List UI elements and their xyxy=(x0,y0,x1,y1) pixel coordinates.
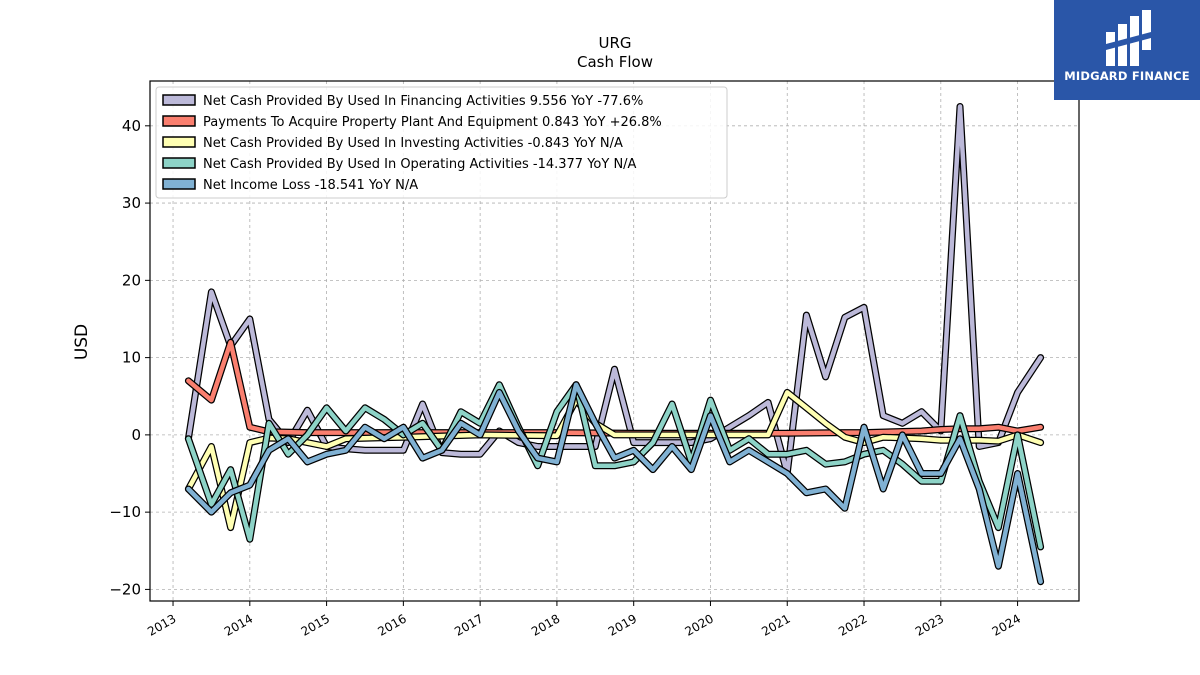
x-tick-label: 2014 xyxy=(222,611,255,638)
x-tick-label: 2020 xyxy=(683,611,716,638)
brand-logo: MIDGARD FINANCE xyxy=(1054,0,1200,100)
chart-title: URG xyxy=(598,34,631,52)
midgard-logo-icon xyxy=(1106,10,1151,66)
x-tick-label: 2023 xyxy=(913,611,946,638)
y-axis-label: USD xyxy=(72,324,92,360)
x-tick-label: 2022 xyxy=(836,611,869,638)
y-tick-label: 20 xyxy=(122,271,141,289)
y-tick-label: −10 xyxy=(109,503,141,521)
x-tick-label: 2017 xyxy=(452,611,485,638)
x-tick-label: 2013 xyxy=(145,611,178,638)
legend-swatch xyxy=(162,178,196,190)
x-tick-label: 2016 xyxy=(375,611,408,638)
x-tick-label: 2019 xyxy=(606,611,639,638)
legend-entry: Net Cash Provided By Used In Operating A… xyxy=(203,157,637,172)
legend-swatch xyxy=(162,94,196,106)
y-tick-label: 10 xyxy=(122,349,141,367)
legend: Net Cash Provided By Used In Financing A… xyxy=(155,86,728,199)
series-lines xyxy=(184,103,1045,586)
legend-entry: Payments To Acquire Property Plant And E… xyxy=(203,115,662,130)
legend-box xyxy=(155,86,728,199)
y-tick-label: −20 xyxy=(109,580,141,598)
legend-swatch xyxy=(162,115,196,127)
legend-swatch xyxy=(162,136,196,148)
plot-frame xyxy=(149,80,1080,602)
legend-entry: Net Cash Provided By Used In Financing A… xyxy=(203,94,643,109)
chart-subtitle: Cash Flow xyxy=(577,53,653,71)
y-tick-label: 40 xyxy=(122,117,141,135)
x-tick-label: 2018 xyxy=(529,611,562,638)
y-tick-label: 0 xyxy=(131,426,141,444)
x-tick-label: 2021 xyxy=(759,611,792,638)
series-line-4 xyxy=(184,381,1045,586)
y-tick-label: 30 xyxy=(122,194,141,212)
x-tick-label: 2015 xyxy=(299,611,332,638)
series-line-3 xyxy=(184,381,1045,551)
grid xyxy=(150,81,1079,601)
legend-entry: Net Income Loss -18.541 YoY N/A xyxy=(203,178,418,193)
x-tick-label: 2024 xyxy=(990,611,1023,638)
legend-swatch xyxy=(162,157,196,169)
legend-entry: Net Cash Provided By Used In Investing A… xyxy=(203,136,623,151)
brand-name: MIDGARD FINANCE xyxy=(1064,69,1190,83)
